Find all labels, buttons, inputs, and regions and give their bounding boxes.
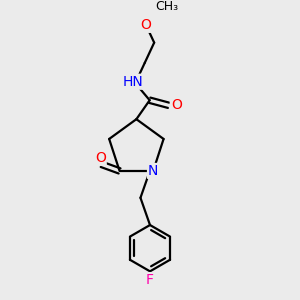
Text: O: O [171, 98, 182, 112]
Text: N: N [148, 164, 158, 178]
Text: O: O [95, 151, 106, 165]
Text: O: O [140, 18, 151, 32]
Text: CH₃: CH₃ [156, 0, 179, 13]
Text: HN: HN [123, 75, 143, 89]
Text: F: F [146, 273, 154, 287]
